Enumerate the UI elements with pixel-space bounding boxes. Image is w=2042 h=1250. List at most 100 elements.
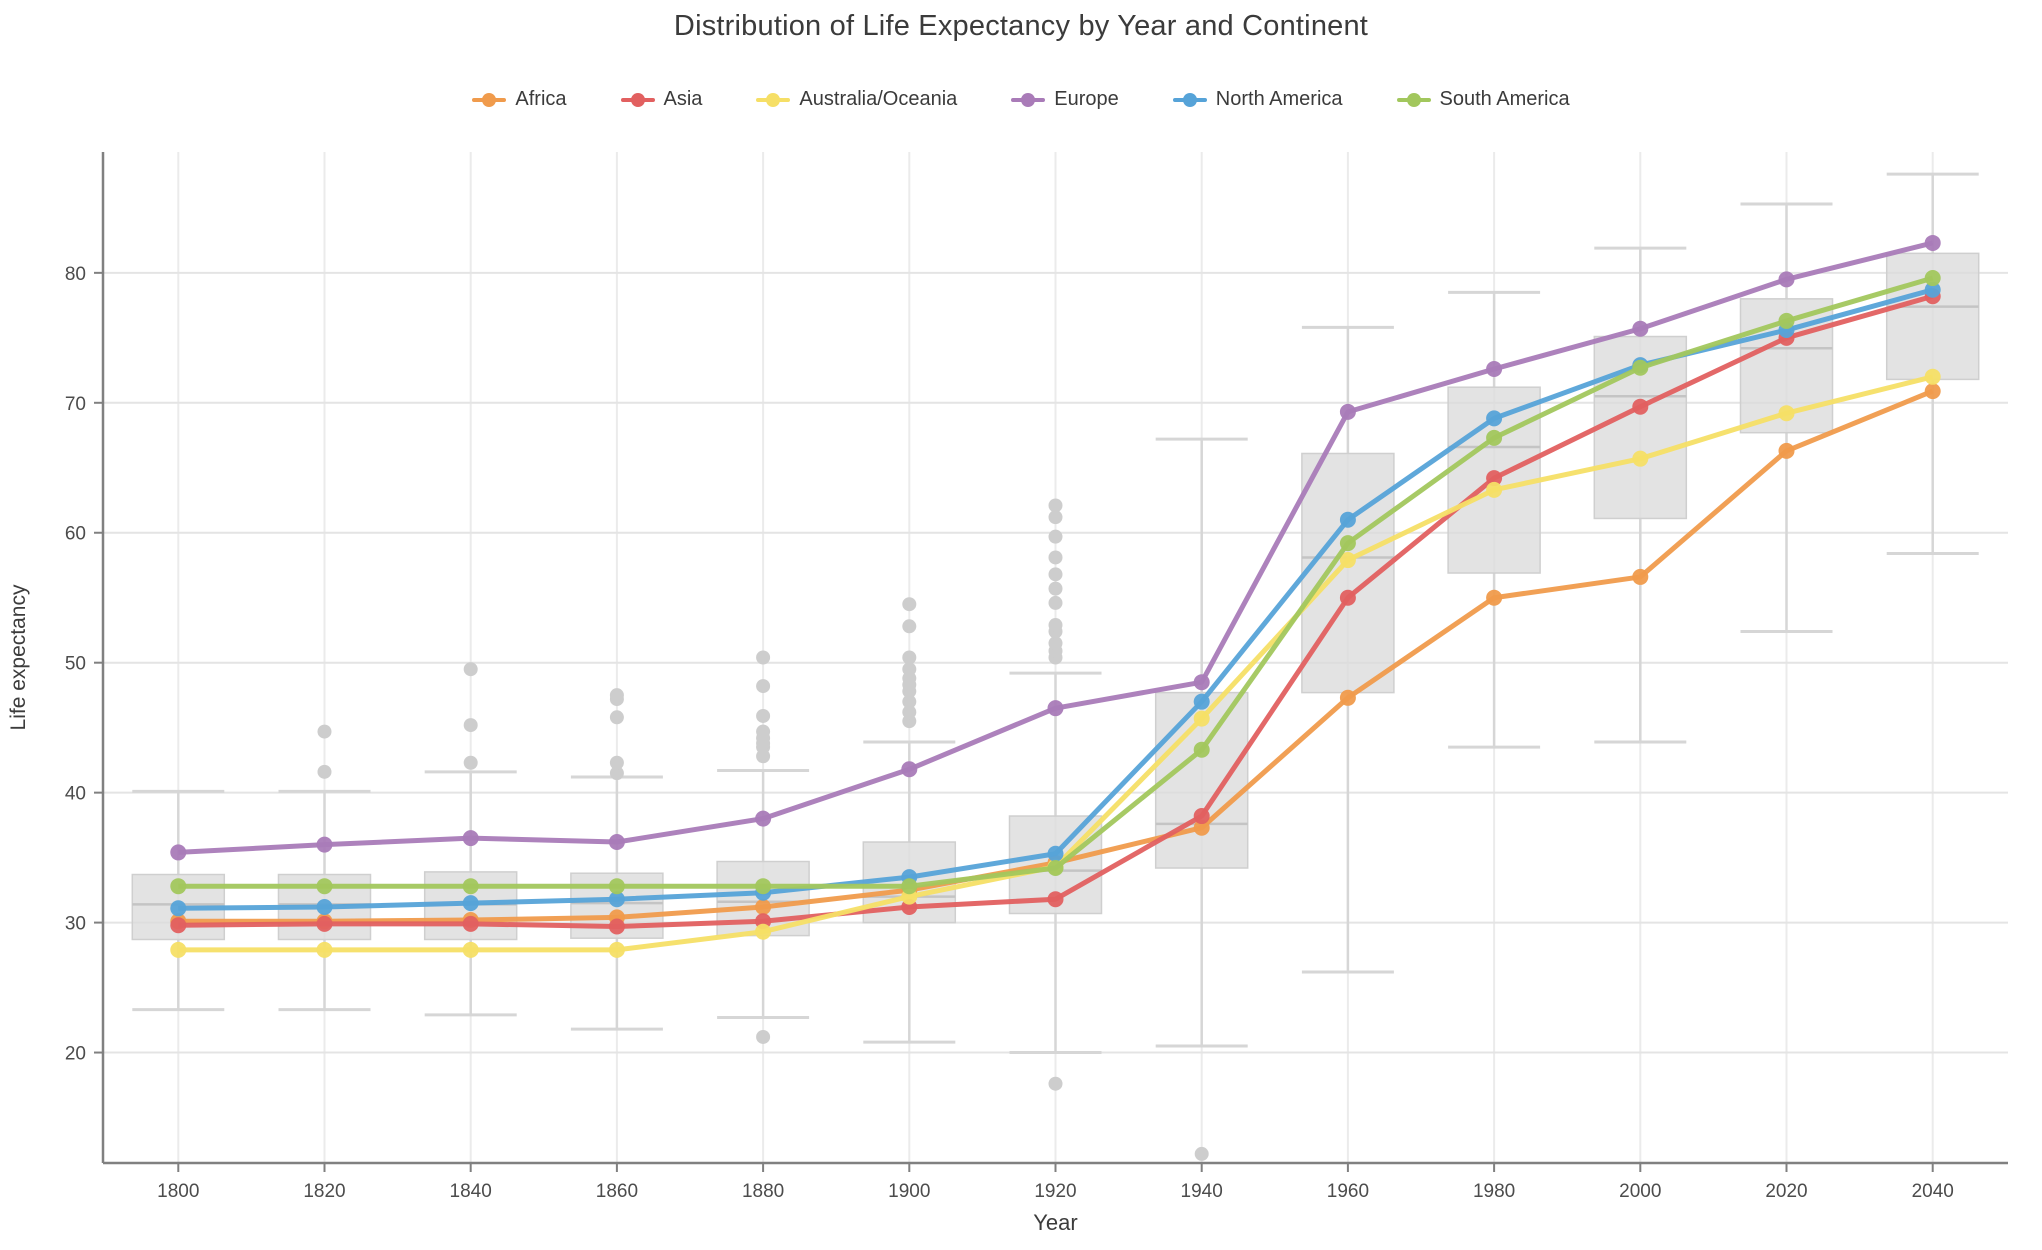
data-point-1980[interactable]: [1486, 470, 1503, 487]
legend-item-europe[interactable]: Europe: [1011, 88, 1119, 111]
data-point-1960[interactable]: [1339, 403, 1356, 420]
boxplot-1820[interactable]: [277, 724, 372, 1012]
data-point-1820[interactable]: [316, 941, 333, 958]
data-point-2000[interactable]: [1632, 568, 1649, 585]
data-point-1880[interactable]: [755, 899, 772, 916]
legend-item-asia[interactable]: Asia: [620, 88, 702, 111]
data-point-1980[interactable]: [1486, 429, 1503, 446]
data-point-1820[interactable]: [316, 836, 333, 853]
data-point-1940[interactable]: [1193, 819, 1210, 836]
data-point-1980[interactable]: [1486, 589, 1503, 606]
data-point-1860[interactable]: [608, 878, 625, 895]
outlier-point: [756, 679, 771, 694]
outlier-point: [609, 688, 624, 703]
series-europe[interactable]: [170, 234, 1941, 861]
x-axis-title: Year: [1033, 1210, 1077, 1235]
data-point-1820[interactable]: [316, 878, 333, 895]
data-point-1820[interactable]: [316, 915, 333, 932]
data-point-1960[interactable]: [1339, 589, 1356, 606]
series-lines: [170, 234, 1941, 958]
boxplot-1880[interactable]: [716, 650, 810, 1044]
data-point-1800[interactable]: [170, 878, 187, 895]
boxplot-1920[interactable]: [1008, 498, 1103, 1091]
data-point-1920[interactable]: [1047, 845, 1064, 862]
x-tick-label: 1900: [888, 1181, 930, 1202]
data-point-1840[interactable]: [462, 878, 479, 895]
data-point-1960[interactable]: [1339, 535, 1356, 552]
data-point-2040[interactable]: [1924, 270, 1941, 287]
x-tick-label: 1840: [450, 1181, 492, 1202]
outlier-point: [902, 619, 917, 634]
outlier-point: [1048, 498, 1063, 513]
data-point-2020[interactable]: [1778, 442, 1795, 459]
data-point-2040[interactable]: [1924, 234, 1941, 251]
legend-item-south-america[interactable]: South America: [1396, 88, 1570, 111]
data-point-1900[interactable]: [901, 761, 918, 778]
data-point-1840[interactable]: [462, 895, 479, 912]
data-point-1980[interactable]: [1486, 410, 1503, 427]
data-point-1980[interactable]: [1486, 481, 1503, 498]
data-point-2040[interactable]: [1924, 368, 1941, 385]
data-point-1880[interactable]: [755, 923, 772, 940]
outlier-point: [902, 662, 917, 677]
outlier-point: [902, 597, 917, 612]
outlier-point: [609, 755, 624, 770]
data-point-1860[interactable]: [608, 834, 625, 851]
data-point-1820[interactable]: [316, 899, 333, 916]
outlier-point: [1048, 618, 1063, 633]
data-point-1860[interactable]: [608, 891, 625, 908]
y-tick-label: 60: [65, 524, 86, 545]
data-point-2020[interactable]: [1778, 312, 1795, 329]
data-point-1940[interactable]: [1193, 674, 1210, 691]
data-point-1960[interactable]: [1339, 552, 1356, 569]
legend-item-north-america[interactable]: North America: [1172, 88, 1343, 111]
legend-item-africa[interactable]: Africa: [472, 88, 567, 111]
data-point-1960[interactable]: [1339, 511, 1356, 528]
y-tick-label: 80: [65, 264, 86, 285]
data-point-2000[interactable]: [1632, 320, 1649, 337]
outlier-point: [463, 718, 478, 733]
data-point-2040[interactable]: [1924, 281, 1941, 298]
data-point-2000[interactable]: [1632, 359, 1649, 376]
outlier-point: [1048, 510, 1063, 525]
data-point-1880[interactable]: [755, 810, 772, 827]
data-point-1940[interactable]: [1193, 710, 1210, 727]
data-point-1800[interactable]: [170, 917, 187, 934]
data-point-1900[interactable]: [901, 878, 918, 895]
data-point-1860[interactable]: [608, 941, 625, 958]
data-point-1920[interactable]: [1047, 860, 1064, 877]
data-point-1840[interactable]: [462, 941, 479, 958]
data-point-1980[interactable]: [1486, 361, 1503, 378]
data-point-2020[interactable]: [1778, 405, 1795, 422]
x-tick-label: 1940: [1181, 1181, 1223, 1202]
data-point-2040[interactable]: [1924, 383, 1941, 400]
data-point-1840[interactable]: [462, 915, 479, 932]
data-point-1800[interactable]: [170, 844, 187, 861]
data-point-1860[interactable]: [608, 918, 625, 935]
data-point-1800[interactable]: [170, 941, 187, 958]
boxplot-2040[interactable]: [1885, 172, 1980, 556]
data-point-1960[interactable]: [1339, 689, 1356, 706]
data-point-2000[interactable]: [1632, 450, 1649, 467]
data-point-2020[interactable]: [1778, 271, 1795, 288]
data-point-2000[interactable]: [1632, 398, 1649, 415]
data-point-1940[interactable]: [1193, 741, 1210, 758]
legend-line-marker-icon: [1011, 92, 1046, 108]
data-point-1940[interactable]: [1193, 808, 1210, 825]
boxplot-1900[interactable]: [862, 597, 957, 1044]
series-south-america[interactable]: [170, 270, 1941, 895]
legend-label: South America: [1439, 88, 1570, 110]
y-tick-label: 20: [65, 1044, 86, 1065]
outlier-point: [1048, 1076, 1063, 1091]
data-point-1880[interactable]: [755, 878, 772, 895]
data-point-1840[interactable]: [462, 830, 479, 847]
legend-label: Australia/Oceania: [799, 88, 958, 110]
legend-item-australia-oceania[interactable]: Australia/Oceania: [756, 88, 957, 111]
data-point-1920[interactable]: [1047, 700, 1064, 717]
x-tick-label: 2000: [1619, 1181, 1661, 1202]
data-point-1800[interactable]: [170, 900, 187, 917]
data-point-1920[interactable]: [1047, 891, 1064, 908]
data-point-1940[interactable]: [1193, 693, 1210, 710]
